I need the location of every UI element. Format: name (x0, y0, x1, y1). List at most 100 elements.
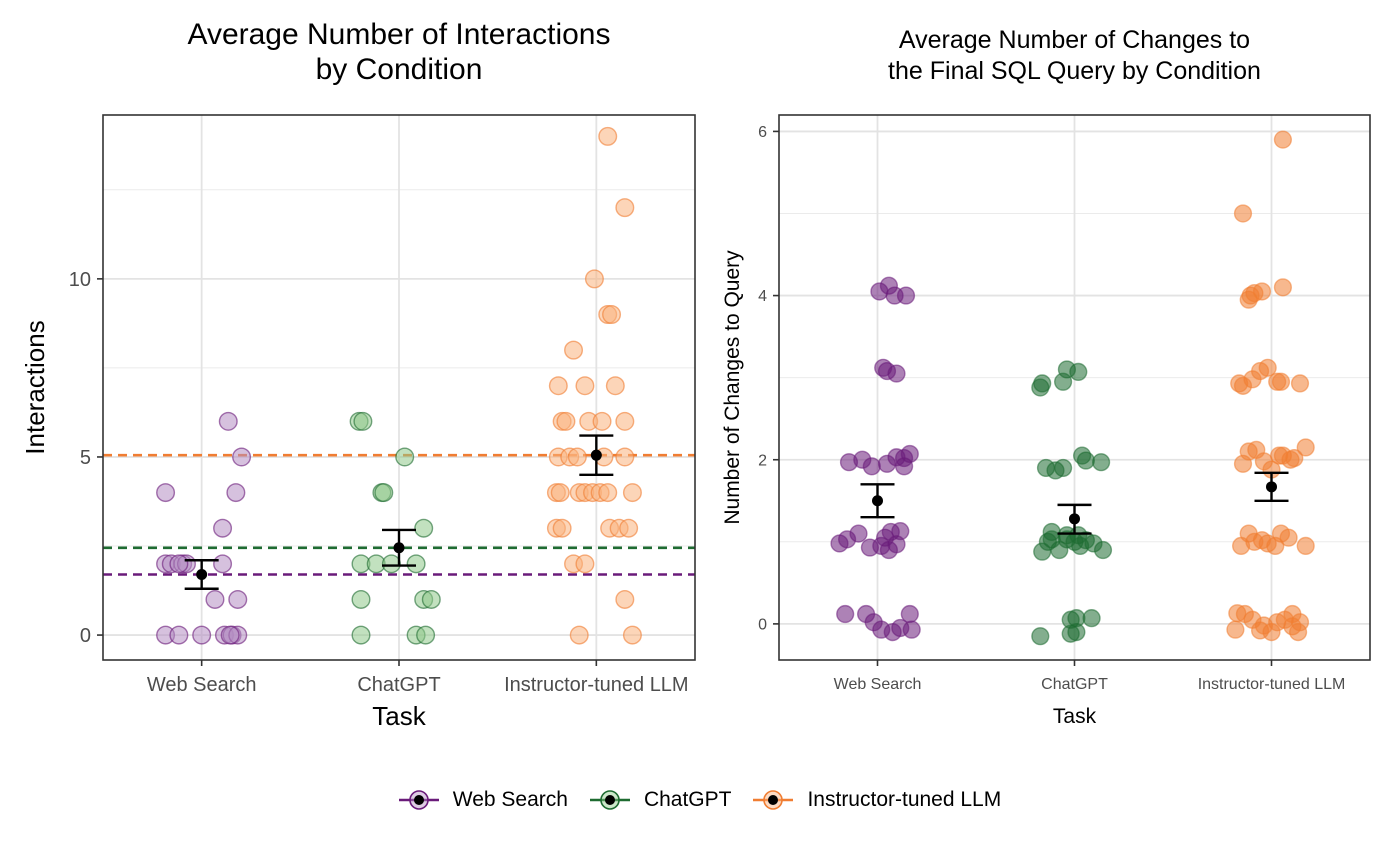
interactions-point-web-search (226, 483, 246, 503)
changes-point-chatgpt (1093, 540, 1113, 560)
interactions-point-chatgpt (374, 483, 394, 503)
changes-point-web-search (900, 444, 919, 464)
interactions-point-web-search (232, 447, 252, 467)
legend-item-web-search: Web Search (398, 787, 568, 813)
interactions-point-instructor (564, 340, 584, 360)
changes-point-web-search (891, 522, 910, 541)
interactions-point-chatgpt (416, 625, 436, 645)
changes-y-tick-label: 2 (758, 452, 767, 469)
interactions-point-instructor (550, 483, 570, 503)
changes-point-chatgpt (1033, 374, 1052, 393)
changes-point-chatgpt (1069, 526, 1088, 545)
changes-point-chatgpt (1082, 609, 1101, 628)
changes-point-chatgpt (1091, 453, 1111, 472)
interactions-point-instructor (548, 376, 568, 396)
changes-point-web-search (849, 524, 868, 543)
changes-y-tick-label: 4 (758, 288, 767, 305)
changes-point-instructor (1233, 204, 1253, 223)
interactions-point-web-search (192, 625, 212, 645)
interactions-point-web-search (228, 589, 248, 609)
changes-point-chatgpt (1042, 522, 1061, 542)
changes-point-web-search (902, 620, 921, 639)
interactions-x-tick-label-web-search: Web Search (147, 674, 257, 696)
interactions-point-chatgpt (406, 554, 426, 574)
interactions-x-tick-label-instructor-tuned-llm: Instructor-tuned LLM (504, 674, 689, 696)
changes-point-instructor (1271, 372, 1291, 391)
changes-mean-point-chatgpt (1069, 513, 1080, 525)
interactions-mean-point-instructor-tuned-llm (590, 449, 602, 461)
legend-label-web-search: Web Search (452, 788, 568, 811)
legend-item-chatgpt: ChatGPT (589, 787, 732, 813)
interactions-point-web-search (213, 554, 233, 574)
changes-chart: 0 2 4 6 Web Search ChatGPT Instructor-tuned LL… (721, 26, 1371, 728)
changes-point-chatgpt (1031, 627, 1050, 646)
changes-point-instructor (1239, 290, 1258, 309)
changes-point-web-search (896, 286, 916, 305)
interactions-point-chatgpt (395, 447, 415, 467)
changes-point-chatgpt (1076, 451, 1095, 470)
interactions-point-chatgpt (421, 589, 441, 609)
changes-x-tick-label-web-search: Web Search (834, 676, 922, 693)
changes-x-axis-label: Task (1053, 705, 1097, 728)
changes-mean-point-instructor-tuned-llm (1266, 481, 1277, 493)
changes-point-web-search (836, 604, 855, 624)
interactions-point-chatgpt (351, 625, 371, 645)
interactions-y-tick-label: 0 (80, 625, 91, 647)
changes-point-instructor (1296, 438, 1315, 457)
changes-point-web-search (887, 364, 906, 383)
changes-point-chatgpt (1061, 624, 1080, 643)
changes-point-instructor (1290, 374, 1310, 393)
interactions-chart-title-line: Average Number of Interactions (187, 18, 610, 51)
interactions-mean-point-chatgpt (393, 542, 405, 554)
changes-point-instructor (1285, 448, 1304, 468)
legend-item-instructor-tuned-llm: Instructor-tuned LLM (753, 787, 1001, 813)
interactions-point-instructor (552, 518, 572, 538)
interactions-point-web-search (213, 518, 233, 538)
interactions-point-instructor (615, 447, 635, 467)
interactions-point-web-search (156, 483, 176, 503)
changes-x-tick-label-chatgpt: ChatGPT (1041, 676, 1108, 693)
interactions-point-web-search (205, 589, 225, 609)
interactions-point-instructor (575, 554, 595, 574)
legend-key-instructor-tuned-llm (753, 790, 794, 810)
changes-y-tick-label: 6 (758, 124, 767, 141)
interactions-point-instructor (567, 447, 587, 467)
legend-label-chatgpt: ChatGPT (643, 788, 732, 811)
interactions-chart-title-line: by Condition (316, 53, 483, 86)
changes-point-web-search (879, 540, 898, 560)
interactions-point-instructor (605, 376, 625, 396)
interactions-point-instructor (575, 376, 595, 396)
interactions-point-instructor (615, 411, 635, 431)
interactions-y-axis-label: Interactions (20, 320, 50, 454)
interactions-point-web-search (169, 554, 189, 574)
changes-point-chatgpt (1053, 458, 1073, 478)
interactions-x-tick-label-chatgpt: ChatGPT (357, 674, 440, 696)
changes-point-chatgpt (1069, 362, 1088, 382)
changes-point-web-search (862, 457, 881, 476)
interactions-point-instructor (584, 269, 604, 289)
legend: Web Search ChatGPT Instructor-tuned LLM (0, 775, 1400, 825)
changes-point-instructor (1296, 536, 1315, 556)
changes-point-instructor (1226, 620, 1245, 639)
interactions-point-instructor (569, 625, 589, 645)
interactions-point-web-search (220, 625, 240, 645)
legend-key-chatgpt (589, 790, 630, 810)
changes-point-instructor (1252, 282, 1272, 301)
changes-point-instructor (1273, 278, 1292, 297)
legend-label-instructor-tuned-llm: Instructor-tuned LLM (807, 788, 1002, 811)
interactions-point-chatgpt (351, 589, 371, 609)
changes-point-instructor (1273, 130, 1292, 149)
interactions-point-chatgpt (381, 554, 401, 574)
changes-x-tick-label-instructor-tuned-llm: Instructor-tuned LLM (1198, 676, 1346, 693)
interactions-point-instructor (592, 411, 612, 431)
changes-point-instructor (1283, 617, 1302, 636)
changes-point-web-search (872, 620, 891, 639)
changes-chart-title: Average Number of Changes to the Final SQ… (888, 26, 1261, 85)
interactions-point-instructor (556, 411, 576, 431)
interactions-point-web-search (169, 625, 189, 645)
changes-chart-title-line: the Final SQL Query by Condition (888, 57, 1261, 85)
changes-y-tick-label: 0 (758, 616, 767, 633)
changes-point-instructor (1258, 358, 1277, 377)
interactions-point-instructor (619, 518, 639, 538)
